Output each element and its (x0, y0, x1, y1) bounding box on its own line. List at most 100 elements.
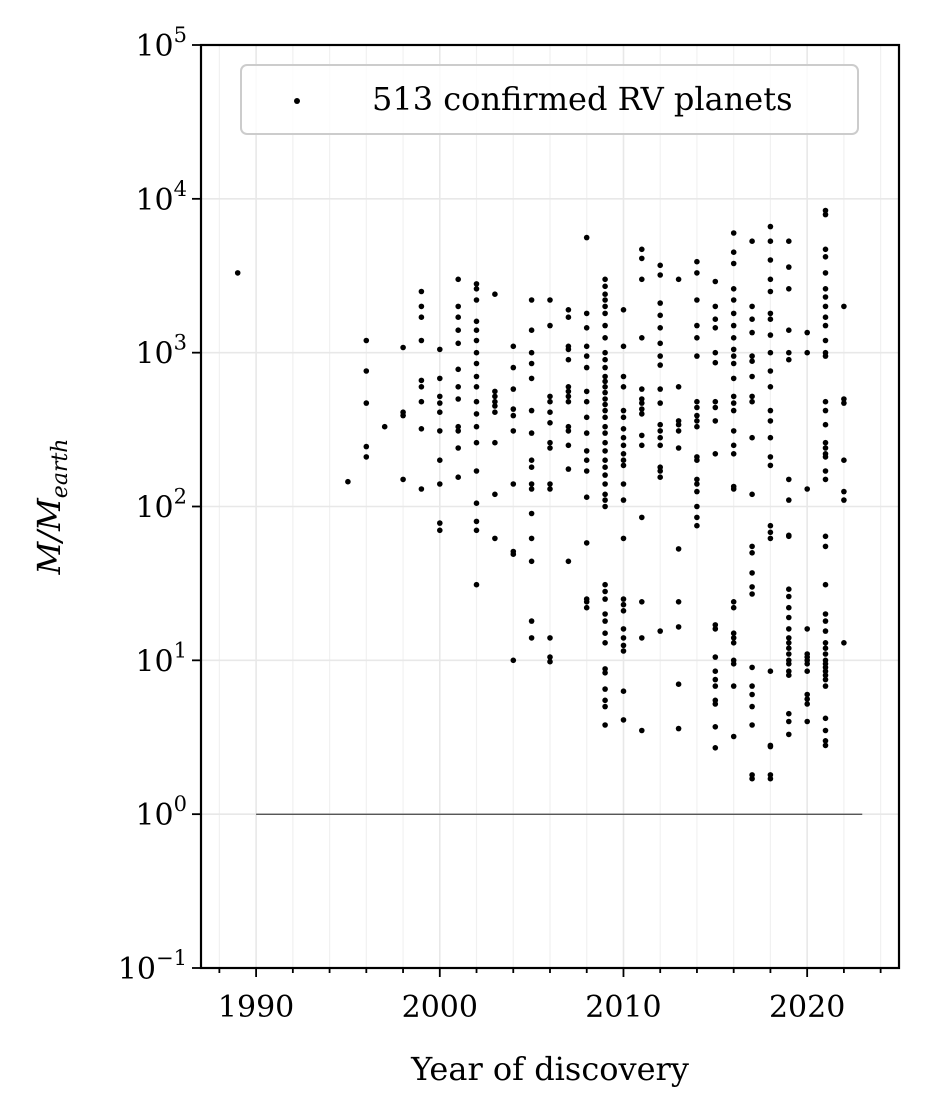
data-point (455, 474, 462, 481)
data-point (437, 457, 443, 464)
data-point (786, 710, 792, 717)
data-point (620, 601, 627, 608)
data-point (473, 398, 480, 405)
data-point (786, 533, 792, 540)
data-point (730, 604, 737, 611)
data-point (767, 462, 774, 469)
data-point (455, 396, 462, 402)
data-point (510, 428, 517, 434)
legend-label: 513 confirmed RV planets (372, 80, 792, 118)
data-point (528, 349, 535, 356)
data-point (822, 727, 829, 734)
data-point (602, 423, 608, 430)
data-point (547, 654, 553, 660)
data-point (767, 418, 774, 424)
data-point (639, 255, 645, 262)
data-point (694, 404, 700, 411)
x-tick-label: 2020 (769, 990, 845, 1025)
data-point (565, 307, 572, 313)
data-point (712, 278, 719, 285)
data-point (730, 375, 737, 382)
data-point (583, 310, 590, 317)
data-point (620, 426, 627, 432)
data-point (822, 581, 829, 588)
y-tick-label-base: 10 (135, 644, 173, 679)
data-point (528, 481, 535, 487)
data-point (749, 703, 755, 710)
data-point (767, 310, 774, 317)
data-point (473, 281, 480, 287)
data-point (602, 283, 608, 290)
data-point (822, 439, 829, 446)
data-point (528, 430, 535, 436)
data-point (767, 368, 774, 374)
data-point (639, 386, 645, 392)
data-point (712, 359, 719, 366)
data-point (657, 362, 663, 368)
data-point (822, 618, 829, 624)
data-point (786, 672, 792, 678)
data-point (657, 272, 663, 278)
data-point (822, 253, 829, 260)
data-point (730, 442, 737, 449)
data-point (547, 398, 553, 405)
data-point (657, 468, 663, 474)
data-point (767, 529, 774, 536)
data-point (712, 626, 719, 632)
data-point (583, 468, 590, 474)
data-point (547, 635, 553, 641)
data-point (749, 683, 755, 689)
data-point (694, 412, 700, 419)
legend-marker (294, 98, 300, 104)
data-point (602, 396, 608, 402)
data-point (418, 398, 425, 405)
data-point (510, 551, 517, 557)
data-point (620, 717, 627, 723)
data-point (473, 327, 480, 334)
data-point (437, 409, 443, 416)
data-point (565, 558, 572, 565)
data-point (712, 316, 719, 323)
data-point (528, 407, 535, 414)
data-point (473, 373, 480, 380)
data-point (749, 722, 755, 728)
data-point (712, 701, 719, 707)
data-point (675, 428, 682, 434)
data-point (602, 373, 608, 380)
data-point (712, 668, 719, 674)
data-point (822, 611, 829, 617)
data-point (804, 701, 810, 707)
data-point (510, 406, 517, 412)
data-point (841, 488, 847, 495)
data-point (602, 581, 608, 588)
data-point (510, 412, 517, 419)
data-point (639, 442, 645, 449)
data-point (822, 738, 829, 744)
data-point (620, 434, 627, 441)
data-point (804, 696, 810, 702)
data-point (528, 510, 535, 517)
data-point (822, 454, 829, 460)
data-point (639, 599, 645, 605)
data-point (437, 481, 443, 487)
data-point (822, 211, 829, 218)
data-point (749, 329, 755, 336)
data-point (583, 398, 590, 405)
data-point (400, 476, 406, 483)
data-point (620, 535, 627, 542)
data-point (749, 550, 755, 556)
data-point (841, 497, 847, 503)
data-point (657, 312, 663, 319)
data-point (437, 375, 443, 382)
data-point (694, 481, 700, 487)
data-point (602, 472, 608, 478)
y-tick-label: 101 (135, 638, 187, 679)
data-point (712, 676, 719, 683)
data-point (620, 642, 627, 649)
data-point (528, 535, 535, 542)
data-point (565, 356, 572, 363)
data-point (602, 666, 608, 672)
data-point (473, 384, 480, 390)
data-point (841, 400, 847, 406)
data-point (694, 258, 700, 265)
